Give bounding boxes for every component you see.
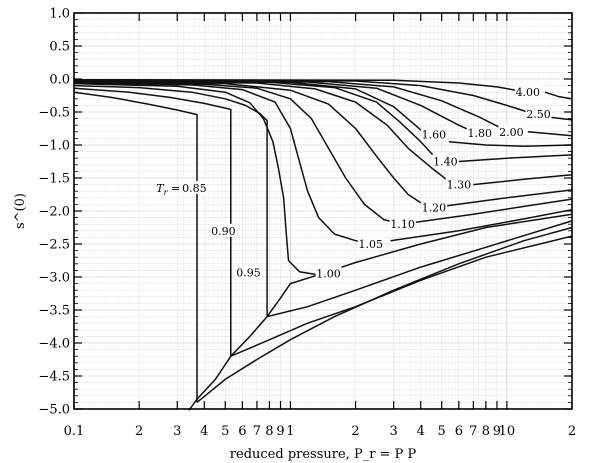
- isotherm-continuation-1-30: [473, 173, 573, 186]
- y-tick-label: 1.0: [49, 7, 70, 22]
- y-tick-label: −3.0: [38, 271, 70, 286]
- y-tick-label: −2.0: [38, 205, 70, 220]
- curve-label-4-00: 4.00: [516, 86, 541, 99]
- x-tick-label: 5: [438, 424, 446, 439]
- curve-label-bg: [432, 154, 459, 168]
- liquid-branch-line: [188, 213, 573, 411]
- isotherm-line-4-00: [73, 78, 516, 91]
- curve-label-bg: [235, 265, 262, 279]
- liquid-branch-line: [230, 235, 573, 357]
- curve-label-bg: [357, 237, 384, 250]
- y-tick-label: −5.0: [38, 403, 70, 418]
- y-axis-title: s^(0): [13, 193, 28, 229]
- x-tick-label: 3: [390, 424, 398, 439]
- x-tick-label: 2: [135, 424, 143, 439]
- curve-label-bg: [210, 223, 237, 237]
- x-tick-label: 6: [455, 424, 463, 439]
- x-tick-label: 4: [200, 424, 208, 439]
- x-tick-label: 0.1: [64, 424, 85, 439]
- curve-label-bg: [514, 85, 541, 99]
- isotherm-continuation-2-00: [527, 131, 573, 137]
- curve-label-1-60: 1.60: [422, 128, 447, 141]
- y-tick-label: −4.0: [38, 337, 70, 352]
- x-tick-label: 9: [493, 424, 501, 439]
- curve-label-bg: [525, 106, 552, 120]
- x-tick-label: 3: [173, 424, 181, 439]
- curve-label-1-10: 1.10: [390, 218, 415, 231]
- curve-label-2-00: 2.00: [499, 126, 524, 139]
- isotherm-line-0-90: [73, 87, 232, 357]
- curve-label-1-05: 1.05: [358, 238, 383, 251]
- x-tick-label: 7: [469, 424, 477, 439]
- curve-label-0-95: 0.95: [236, 266, 261, 279]
- curve-label-1-80: 1.80: [468, 127, 493, 140]
- curve-label-bg: [315, 266, 342, 280]
- isotherm-continuation-1-10: [415, 198, 573, 223]
- y-tick-label: −3.5: [38, 304, 70, 319]
- y-tick-label: 0.5: [49, 40, 70, 55]
- curve-label-1-30: 1.30: [447, 179, 472, 192]
- curve-label-0-85: 0.85: [182, 182, 207, 195]
- isotherm-continuation-4-00: [544, 91, 573, 100]
- axis-ticks: 1.0 0.5 0.0 −0.5 −1.0 −1.5 −2.0 −2.5 −3.0 −3.5 −4.…: [38, 7, 576, 440]
- y-tick-label: −1.0: [38, 139, 70, 154]
- isotherm-line-0-85: [73, 91, 198, 403]
- x-tick-label: 2: [568, 424, 576, 439]
- x-tick-label: 6: [238, 424, 246, 439]
- x-axis-title: reduced pressure, P_r = P P: [230, 447, 417, 462]
- labels: 0.85 0.90 0.95 1.00 1.05 1.10 1.201.30 1.40 1.60…: [156, 85, 552, 281]
- x-tick-label: 8: [265, 424, 273, 439]
- liquid-branch-line: [196, 226, 573, 403]
- curve-label-1-00: 1.00: [316, 268, 341, 281]
- liquid-branch-line: [266, 220, 573, 318]
- y-tick-label: −1.5: [38, 172, 70, 187]
- isotherm-line-1-30: [73, 80, 450, 182]
- y-tick-label: 0.0: [49, 73, 70, 88]
- curve-label-bg: [445, 177, 472, 191]
- curve-label-1-20: 1.20: [422, 202, 447, 215]
- curve-label-bg: [181, 180, 208, 194]
- curve-label-2-50: 2.50: [526, 108, 551, 121]
- curve-label-bg: [466, 126, 493, 140]
- curve-label-bg: [420, 200, 447, 214]
- isotherm-line-1-10: [73, 81, 397, 224]
- isotherm-continuation-1-20: [447, 189, 573, 207]
- isotherm-line-1-00: [73, 82, 326, 276]
- x-tick-label: 9: [276, 424, 284, 439]
- isotherm-line-1-20: [73, 81, 426, 207]
- curve-label-bg: [498, 124, 525, 138]
- x-tick-label: 2: [351, 424, 359, 439]
- curve-label-0-90: 0.90: [211, 225, 236, 238]
- x-tick-label: 10: [499, 424, 516, 439]
- isotherm-continuation-1-40: [458, 154, 573, 163]
- curve-label-bg: [420, 127, 447, 141]
- isotherm-line-1-05: [73, 82, 365, 243]
- x-tick-label: 4: [417, 424, 425, 439]
- isotherm-line-0-95: [73, 84, 268, 317]
- y-tick-label: −4.5: [38, 370, 70, 385]
- isotherm-continuation-1-05: [390, 208, 573, 242]
- y-tick-label: −2.5: [38, 238, 70, 253]
- x-tick-label: 5: [221, 424, 229, 439]
- isotherm-continuation-1-60: [448, 140, 573, 148]
- x-tick-label: 7: [253, 424, 261, 439]
- isotherm-curves: [73, 78, 573, 411]
- x-tick-label: 8: [482, 424, 490, 439]
- y-tick-label: −0.5: [38, 106, 70, 121]
- x-tick-label: 1: [286, 424, 294, 439]
- curve-label-1-40: 1.40: [433, 156, 458, 169]
- curve-label-bg: [389, 217, 416, 231]
- tr-annotation: Tr =: [156, 182, 180, 197]
